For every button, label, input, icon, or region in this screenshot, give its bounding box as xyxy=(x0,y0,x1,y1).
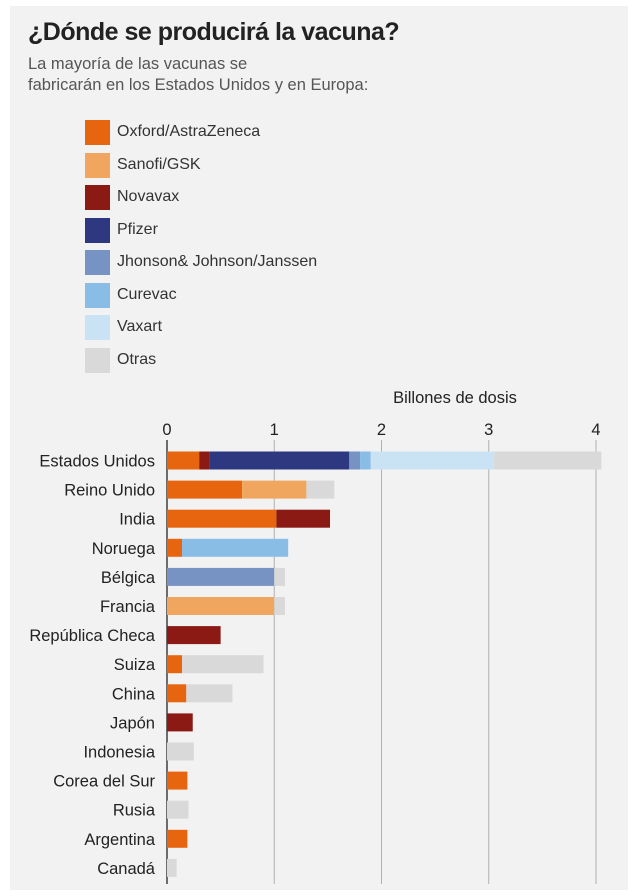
category-label: Rusia xyxy=(113,802,156,820)
bar-segment xyxy=(242,480,307,499)
bar-segment xyxy=(167,451,200,470)
legend-label: Jhonson& Johnson/Janssen xyxy=(117,253,318,270)
bar-segment xyxy=(167,538,183,557)
category-label: China xyxy=(112,685,156,703)
legend-swatch xyxy=(85,120,110,145)
bar-segment xyxy=(167,597,275,615)
legend-item: Pfizer xyxy=(85,217,385,244)
category-label: Canadá xyxy=(97,860,156,878)
category-label: Noruega xyxy=(92,540,156,558)
bar-segment xyxy=(167,626,221,645)
bar-segment xyxy=(199,451,210,470)
bar-segment xyxy=(167,713,193,732)
category-label: Suiza xyxy=(114,656,156,674)
bar-segment xyxy=(360,451,371,470)
bar-layer xyxy=(167,451,602,877)
legend-item: Otras xyxy=(85,347,385,374)
bar-segment xyxy=(370,451,495,470)
category-label: India xyxy=(119,511,156,529)
bar-segment xyxy=(167,742,194,761)
chart-subtitle-line-2: fabricarán en los Estados Unidos y en Eu… xyxy=(28,76,369,94)
bar-segment xyxy=(349,451,361,470)
chart-subtitle-line-1: La mayoría de las vacunas se xyxy=(28,55,248,73)
bar-segment xyxy=(182,538,289,557)
bar-segment xyxy=(182,655,264,674)
category-labels: Estados Unidos Reino Unido India Noruega Bél… xyxy=(29,453,155,878)
legend-label: Oxford/AstraZeneca xyxy=(117,123,261,140)
legend-swatch xyxy=(85,185,110,210)
legend-label: Vaxart xyxy=(117,318,163,335)
bar-segment xyxy=(167,567,275,586)
bar-segment xyxy=(274,567,285,586)
legend-label: Novavax xyxy=(117,188,180,205)
x-axis-title: Billones de dosis xyxy=(393,389,517,407)
bar-segment xyxy=(186,684,233,703)
category-label: Reino Unido xyxy=(64,482,155,500)
bar-segment xyxy=(167,509,277,528)
bar-segment xyxy=(167,829,188,848)
bar-segment xyxy=(167,655,183,674)
legend-item: Vaxart xyxy=(85,315,385,341)
legend-item: Jhonson& Johnson/Janssen xyxy=(85,250,385,276)
legend-label: Sanofi/GSK xyxy=(117,155,201,173)
legend-item: Novavax xyxy=(85,185,385,211)
bar-segment xyxy=(276,509,331,528)
category-label: Indonesia xyxy=(83,744,155,762)
bar-segment xyxy=(494,451,602,470)
category-label: Estados Unidos xyxy=(39,453,155,471)
category-label: Francia xyxy=(100,598,156,616)
bar-segment xyxy=(167,858,177,877)
chart-title: ¿Dónde se producirá la vacuna? xyxy=(28,18,400,46)
x-tick-label: 3 xyxy=(484,421,493,439)
legend-swatch xyxy=(85,282,110,308)
bar-segment xyxy=(167,800,189,819)
x-tick-label: 0 xyxy=(162,421,171,439)
legend-swatch xyxy=(85,217,110,243)
legend-item: Sanofi/GSK xyxy=(85,152,385,179)
category-label: Japón xyxy=(110,714,155,732)
category-label: Corea del Sur xyxy=(53,773,155,791)
x-tick-label: 1 xyxy=(270,421,279,439)
x-tick-label: 4 xyxy=(591,421,600,439)
legend-swatch xyxy=(85,315,110,340)
bar-segment xyxy=(274,597,285,615)
category-label: Bélgica xyxy=(101,569,156,587)
bar-segment xyxy=(167,480,243,499)
bar-segment xyxy=(209,451,350,470)
bar-segment xyxy=(167,684,187,703)
legend-swatch xyxy=(85,250,110,275)
chart-card xyxy=(10,6,628,890)
x-tick-label: 2 xyxy=(377,421,386,439)
bar-segment xyxy=(167,771,188,790)
legend-item: Oxford/AstraZeneca xyxy=(85,120,385,146)
legend-item: Curevac xyxy=(85,282,385,309)
category-label: República Checa xyxy=(29,627,155,645)
legend-swatch xyxy=(85,152,110,178)
category-label: Argentina xyxy=(84,831,155,849)
x-tick-labels: 0 1 2 3 4 xyxy=(162,421,600,439)
bar-segment xyxy=(306,480,335,499)
legend-label: Curevac xyxy=(117,285,177,303)
legend-label: Otras xyxy=(117,350,157,368)
legend-label: Pfizer xyxy=(117,220,158,238)
legend-swatch xyxy=(85,347,110,373)
